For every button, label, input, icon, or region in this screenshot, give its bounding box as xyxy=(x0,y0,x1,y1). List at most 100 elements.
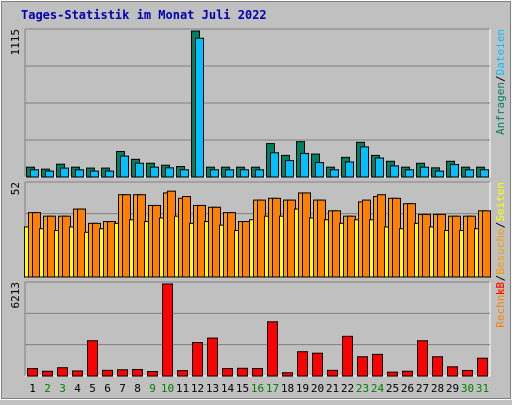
bar-dateien-day-10 xyxy=(165,167,174,178)
bar-dateien-day-25 xyxy=(390,165,399,178)
x-tick-label: 5 xyxy=(89,382,96,395)
bar-dateien-day-3 xyxy=(60,167,69,178)
bar-kb-day-5 xyxy=(87,340,98,377)
bar-kb-day-2 xyxy=(42,370,53,377)
panels: 1115Anfragen/Dateien52Rechner/Besuche/Se… xyxy=(9,28,507,377)
legend-seiten: Seiten xyxy=(494,182,507,222)
bar-dateien-day-23 xyxy=(360,146,369,178)
x-tick-label: 23 xyxy=(356,382,369,395)
bar-kb-day-15 xyxy=(237,367,248,377)
x-tick-label: 16 xyxy=(251,382,264,395)
bar-dateien-day-21 xyxy=(330,169,339,178)
bar-dateien-day-15 xyxy=(240,169,249,178)
bar-kb-day-3 xyxy=(57,367,68,377)
x-tick-label: 12 xyxy=(191,382,204,395)
bar-dateien-day-6 xyxy=(105,170,114,178)
bar-kb-day-13 xyxy=(207,337,218,377)
bar-kb-day-4 xyxy=(72,370,83,377)
bar-dateien-day-20 xyxy=(315,162,324,178)
legend-kb: kB xyxy=(494,282,507,296)
bar-dateien-day-30 xyxy=(465,169,474,178)
bar-dateien-day-31 xyxy=(480,169,489,178)
hits-files-panel: 1115 Anfragen/Dateien xyxy=(9,28,507,178)
x-tick-label: 28 xyxy=(431,382,444,395)
x-tick-label: 19 xyxy=(296,382,309,395)
legend-besuche: Besuche xyxy=(494,228,507,274)
bar-kb-day-19 xyxy=(297,351,308,377)
y-max-label: 52 xyxy=(9,182,22,195)
x-tick-label: 31 xyxy=(476,382,489,395)
bar-kb-day-21 xyxy=(327,369,338,377)
x-tick-label: 26 xyxy=(401,382,414,395)
x-tick-label: 29 xyxy=(446,382,459,395)
bar-dateien-day-17 xyxy=(270,152,279,178)
bar-dateien-day-2 xyxy=(45,170,54,178)
x-tick-label: 8 xyxy=(134,382,141,395)
bar-kb-day-6 xyxy=(102,369,113,377)
x-tick-label: 22 xyxy=(341,382,354,395)
legend-anfragen: Anfragen xyxy=(494,82,507,135)
bar-kb-day-17 xyxy=(267,321,278,377)
x-tick-label: 3 xyxy=(59,382,66,395)
bar-dateien-day-14 xyxy=(225,169,234,178)
bar-dateien-day-27 xyxy=(420,166,429,178)
bar-dateien-day-11 xyxy=(180,169,189,178)
bar-kb-day-18 xyxy=(282,372,293,377)
bar-dateien-day-16 xyxy=(255,169,264,178)
kbytes-panel: 6213 kB xyxy=(9,281,507,377)
bar-kb-day-8 xyxy=(132,368,143,377)
outer-border-dark xyxy=(1,1,511,399)
right-legend: kB xyxy=(494,282,507,296)
x-tick-label: 27 xyxy=(416,382,429,395)
x-tick-label: 14 xyxy=(221,382,235,395)
x-tick-label: 21 xyxy=(326,382,339,395)
chart-title: Tages-Statistik im Monat Juli 2022 xyxy=(21,8,267,22)
legend-rechner: Rechner xyxy=(494,281,507,328)
legend-dateien: Dateien xyxy=(494,29,507,75)
bar-kb-day-1 xyxy=(27,368,38,377)
bar-kb-day-28 xyxy=(432,356,443,377)
x-tick-label: 13 xyxy=(206,382,219,395)
x-tick-label: 2 xyxy=(44,382,51,395)
x-tick-label: 11 xyxy=(176,382,189,395)
bar-dateien-day-24 xyxy=(375,157,384,178)
bar-dateien-day-19 xyxy=(300,152,309,178)
x-tick-label: 30 xyxy=(461,382,474,395)
bar-dateien-day-13 xyxy=(210,169,219,178)
x-tick-label: 25 xyxy=(386,382,399,395)
x-tick-label: 6 xyxy=(104,382,111,395)
bar-dateien-day-4 xyxy=(75,169,84,178)
bar-kb-day-27 xyxy=(417,340,428,377)
bar-dateien-day-26 xyxy=(405,169,414,178)
bar-kb-day-7 xyxy=(117,369,128,377)
right-legend: Rechner/Besuche/Seiten xyxy=(494,182,507,328)
x-tick-label: 24 xyxy=(371,382,385,395)
x-tick-label: 7 xyxy=(119,382,126,395)
x-axis-labels: 1 2 3 4 5 6 7 8 9 10 11 12 13 14 15 16 17 18 19 20 21 22 23 24 2… xyxy=(29,382,489,395)
x-tick-label: 4 xyxy=(74,382,81,395)
bar-kb-day-9 xyxy=(147,371,158,377)
bar-dateien-day-1 xyxy=(30,169,39,178)
x-tick-label: 1 xyxy=(29,382,36,395)
bar-dateien-day-5 xyxy=(90,170,99,178)
bar-kb-day-11 xyxy=(177,370,188,377)
x-tick-label: 18 xyxy=(281,382,294,395)
y-max-label: 6213 xyxy=(9,282,22,309)
bar-dateien-day-7 xyxy=(120,155,129,178)
bar-dateien-day-8 xyxy=(135,162,144,178)
bar-rechner-day-31 xyxy=(482,210,491,278)
legend-separator: / xyxy=(494,275,507,282)
bar-kb-day-26 xyxy=(402,370,413,377)
bar-kb-day-20 xyxy=(312,352,323,377)
x-tick-label: 17 xyxy=(266,382,279,395)
bar-dateien-day-12 xyxy=(195,37,204,178)
bar-kb-day-12 xyxy=(192,342,203,377)
bar-kb-day-23 xyxy=(357,356,368,377)
bar-dateien-day-18 xyxy=(285,160,294,178)
bar-dateien-day-28 xyxy=(435,170,444,178)
bar-kb-day-22 xyxy=(342,335,353,377)
y-max-label: 1115 xyxy=(9,29,22,56)
